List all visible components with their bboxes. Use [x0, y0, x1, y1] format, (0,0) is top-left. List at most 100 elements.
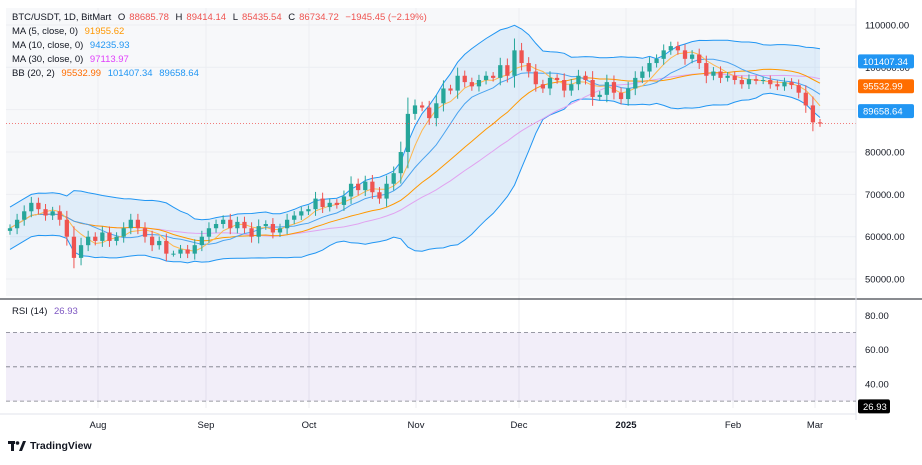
candle-body	[704, 63, 709, 76]
candle-body	[107, 232, 112, 241]
candle-body	[320, 198, 325, 208]
candle-body	[427, 107, 432, 119]
bollinger-lower-line	[9, 92, 821, 264]
candle-body	[277, 228, 283, 233]
bb-legend[interactable]: BB (20, 2) 95532.99 101407.34 89658.64	[12, 68, 203, 80]
candle-body	[547, 77, 553, 89]
candle-body	[142, 228, 148, 237]
ma30-legend[interactable]: MA (30, close, 0) 97113.97	[12, 54, 133, 66]
candle-body	[164, 240, 169, 254]
candle-body	[43, 209, 48, 216]
candle-body	[78, 245, 84, 258]
ma5-legend[interactable]: MA (5, close, 0) 91955.62	[12, 26, 128, 38]
candle-body	[192, 245, 197, 254]
candle-body	[633, 77, 638, 89]
candle-body	[157, 240, 162, 246]
bb-lower-badge-bg	[858, 104, 914, 119]
candle-body	[711, 71, 716, 76]
candle-body	[398, 152, 403, 174]
candle-body	[775, 84, 780, 87]
candle-body	[476, 80, 482, 87]
candle-body	[569, 84, 574, 91]
candle-body	[391, 173, 396, 184]
bb-basis-badge-bg	[858, 79, 914, 94]
candle-body	[434, 103, 439, 119]
bb-lower-value: 89658.64	[159, 68, 199, 79]
candle-body	[732, 75, 737, 80]
candle-body	[419, 105, 425, 108]
bb-upper-value: 101407.34	[107, 68, 153, 79]
time-axis-tick-label: Nov	[408, 420, 425, 431]
rsi-legend[interactable]: RSI (14) 26.93	[12, 306, 82, 318]
candle-body	[185, 249, 190, 254]
bb-lower-badge: 89658.64	[863, 107, 903, 118]
ma30-value: 97113.97	[89, 54, 129, 65]
candle-body	[284, 219, 290, 229]
rsi-badge: 26.93	[863, 402, 887, 413]
candle-body	[313, 198, 318, 210]
price-axis-tick-label: 110000.00	[865, 20, 909, 31]
rsi-axis-tick-label: 60.00	[865, 345, 889, 356]
candle-body	[178, 249, 183, 254]
candle-body	[618, 92, 624, 100]
candle-body	[668, 46, 673, 51]
candle-body	[640, 71, 645, 78]
price-axis-tick-label: 60000.00	[865, 232, 905, 243]
candle-body	[455, 75, 460, 91]
low-value: 85435.54	[241, 12, 282, 23]
candle-body	[249, 228, 254, 237]
candle-body	[725, 75, 730, 78]
candle-body	[675, 46, 681, 51]
bb-label: BB (20, 2)	[12, 68, 55, 79]
rsi-axis-tick-label: 80.00	[865, 311, 889, 322]
price-axis-tick-label: 80000.00	[865, 148, 905, 159]
candle-body	[242, 221, 247, 229]
candle-body	[22, 211, 27, 220]
candle-body	[483, 75, 489, 80]
candle-body	[57, 211, 62, 220]
candle-body	[512, 50, 517, 76]
candle-body	[93, 236, 98, 241]
candle-body	[540, 84, 546, 89]
rsi-badge-bg	[858, 399, 890, 414]
time-axis-tick-label: Oct	[302, 420, 317, 431]
candle-body	[221, 219, 226, 224]
symbol-label: BTC/USDT, 1D, BitMart	[12, 12, 112, 23]
candle-body	[562, 80, 567, 91]
candle-body	[270, 224, 276, 233]
candle-body	[121, 228, 126, 237]
bb-upper-badge-bg	[858, 54, 914, 69]
candle-body	[256, 226, 261, 237]
bb-basis-badge: 95532.99	[863, 82, 903, 93]
candle-body	[803, 92, 808, 106]
candle-body	[29, 202, 34, 212]
ma10-value: 94235.93	[89, 40, 130, 51]
ma10-legend[interactable]: MA (10, close, 0) 94235.93	[12, 40, 134, 52]
ohlc-legend: BTC/USDT, 1D, BitMart O 88685.78 H 89414.1…	[12, 12, 431, 24]
candle-body	[370, 181, 375, 193]
low-label: L	[232, 12, 238, 23]
candle-body	[462, 75, 467, 83]
rsi-axis-tick-label: 40.00	[865, 379, 889, 390]
candle-body	[64, 219, 69, 237]
open-value: 88685.78	[129, 12, 169, 23]
price-axis-tick-label: 70000.00	[865, 190, 905, 201]
candle-body	[299, 211, 304, 216]
candle-body	[810, 105, 816, 123]
candle-body	[199, 236, 204, 246]
candle-body	[519, 50, 524, 64]
candle-body	[412, 105, 418, 114]
candle-body	[768, 80, 773, 85]
tradingview-logo[interactable]: TradingView	[8, 440, 92, 452]
candle-body	[533, 71, 538, 85]
candle-body	[348, 183, 354, 197]
candle-body	[356, 183, 361, 191]
ma10-label: MA (10, close, 0)	[12, 40, 84, 51]
candle-body	[583, 75, 588, 80]
branding-label: TradingView	[30, 440, 92, 452]
candle-body	[576, 75, 581, 85]
rsi-label: RSI (14)	[12, 306, 48, 317]
candle-body	[50, 211, 55, 216]
candle-body	[491, 75, 496, 78]
